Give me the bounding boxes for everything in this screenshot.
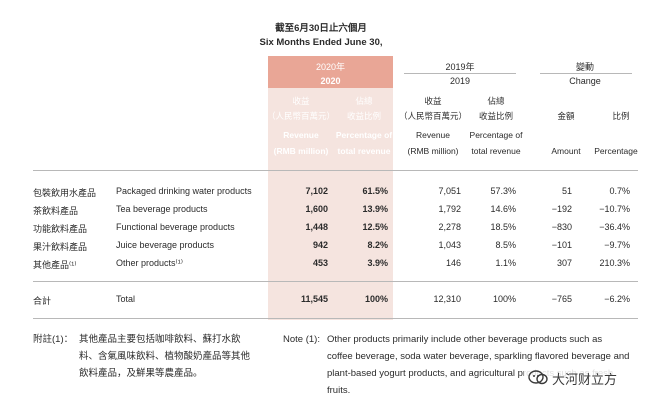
table-title-zh: 截至6月30日止六個月 [275, 23, 367, 34]
rev-2020: 453 [312, 258, 328, 268]
amount-zh: 金額 [557, 111, 575, 121]
row-label-zh: 茶飲料產品 [33, 206, 79, 216]
total-change-pct: −6.2% [604, 294, 630, 304]
change-pct: −9.7% [604, 240, 630, 250]
change-pct: −36.4% [599, 222, 630, 232]
divider-2019 [404, 73, 516, 74]
pct-2020: 12.5% [362, 222, 388, 232]
divider-change [540, 73, 632, 74]
rmb2020-en: (RMB million) [273, 146, 329, 156]
pct-2019: 1.1% [495, 258, 516, 268]
change-amount: −830 [551, 222, 572, 232]
rev-2020: 942 [312, 240, 328, 250]
pct2019-zh2: 收益比例 [478, 111, 513, 121]
row-label-en: Other products⁽¹⁾ [116, 258, 183, 268]
pct-2020: 13.9% [362, 204, 388, 214]
pct2019-zh1: 佔總 [487, 96, 505, 106]
rev-2019: 1,043 [438, 240, 461, 250]
row-label-zh: 包裝飲用水產品 [33, 188, 97, 198]
pct-2019: 18.5% [490, 222, 516, 232]
total-rev-2019: 12,310 [433, 294, 461, 304]
note-zh-line-2: 料、含氣風味飲料、植物酸奶產品等其他 [79, 351, 251, 362]
row-label-en: Functional beverage products [116, 222, 235, 232]
change-en: Change [569, 76, 601, 86]
rev-2019: 7,051 [438, 186, 461, 196]
watermark-logo-icon [528, 368, 548, 391]
change-amount: 51 [561, 186, 572, 196]
row-label-en: Packaged drinking water products [116, 186, 252, 196]
change-amount: −192 [551, 204, 572, 214]
rev2019-en: Revenue [415, 130, 451, 140]
change-amount: −101 [551, 240, 572, 250]
column-2020-background [268, 56, 393, 320]
total-pct-2020: 100% [364, 294, 388, 304]
rev-2019: 1,792 [438, 204, 461, 214]
pct-2019: 14.6% [490, 204, 516, 214]
column-2020-header-background [268, 56, 393, 88]
row-label-en: Tea beverage products [116, 204, 208, 214]
ratio-en: Percentage [594, 146, 638, 156]
watermark-backdrop [524, 366, 654, 388]
total-pct-2019: 100% [492, 294, 516, 304]
total-label-zh: 合計 [33, 296, 52, 306]
note-en-line-2: coffee beverage, soda water beverage, sp… [327, 351, 630, 362]
note-label-en: Note (1): [283, 334, 320, 345]
rmb2019-zh: （人民幣百萬元） [398, 111, 467, 121]
note-en-line-4: fruits. [327, 385, 351, 396]
pct2019-en1: Percentage of [469, 130, 523, 140]
pct2020-zh1: 佔總 [355, 96, 373, 106]
rev2020-en: Revenue [283, 130, 319, 140]
note-en-line-1: Other products primarily include other b… [327, 334, 603, 345]
rmb2019-en: (RMB million) [407, 146, 459, 156]
pct2020-en1: Percentage of [335, 130, 393, 140]
pct-2020: 3.9% [367, 258, 388, 268]
change-pct: −10.7% [599, 204, 630, 214]
pct2020-en2: total revenue [337, 146, 391, 156]
row-label-zh: 功能飲料產品 [33, 224, 88, 234]
rev-2019: 2,278 [438, 222, 461, 232]
pct2020-zh2: 收益比例 [346, 111, 381, 121]
rev-2019: 146 [445, 258, 461, 268]
rev-2020: 1,600 [305, 204, 328, 214]
pct2019-en2: total revenue [471, 146, 521, 156]
pct-2020: 8.2% [367, 240, 388, 250]
rev-2020: 7,102 [305, 186, 328, 196]
rmb2020-zh: （人民幣百萬元） [266, 111, 335, 121]
total-label-en: Total [116, 294, 136, 304]
ratio-zh: 比例 [612, 111, 630, 121]
note-label-zh: 附註(1)： [33, 334, 74, 345]
change-pct: 210.3% [599, 258, 630, 268]
year-2020-zh: 2020年 [315, 62, 346, 72]
year-2019-en: 2019 [449, 76, 471, 86]
rev2019-zh: 收益 [424, 96, 442, 106]
total-rev-2020: 11,545 [300, 294, 328, 304]
total-change-amount: −765 [551, 294, 572, 304]
row-label-zh: 果汁飲料產品 [33, 242, 88, 252]
rev2020-zh: 收益 [292, 96, 310, 106]
table-title-en: Six Months Ended June 30, [259, 37, 383, 48]
change-zh: 變動 [575, 62, 594, 72]
change-amount: 307 [556, 258, 572, 268]
change-pct: 0.7% [609, 186, 630, 196]
total-top-rule [33, 281, 638, 282]
pct-2020: 61.5% [362, 186, 388, 196]
row-label-zh: 其他產品⁽¹⁾ [33, 260, 77, 270]
watermark-text: 大河财立方 [552, 372, 618, 387]
total-bottom-rule [33, 318, 638, 319]
header-rule [33, 170, 638, 171]
pct-2019: 57.3% [490, 186, 516, 196]
note-zh-line-1: 其他產品主要包括咖啡飲料、蘇打水飲 [79, 334, 241, 345]
note-en-line-3: plant-based yogurt products, and agricul… [327, 368, 614, 379]
note-zh-line-3: 飲料產品，及鮮果等農產品。 [79, 368, 203, 379]
pct-2019: 8.5% [495, 240, 516, 250]
year-2020-en: 2020 [320, 76, 341, 86]
amount-en: Amount [551, 146, 581, 156]
row-label-en: Juice beverage products [116, 240, 215, 250]
rev-2020: 1,448 [305, 222, 328, 232]
year-2019-zh: 2019年 [445, 62, 475, 72]
